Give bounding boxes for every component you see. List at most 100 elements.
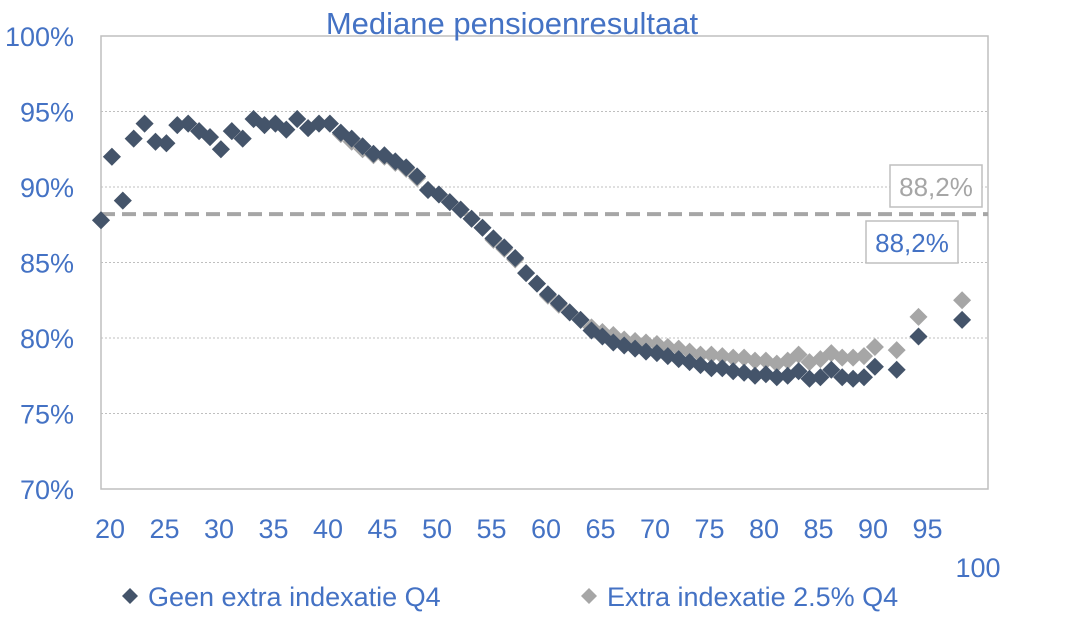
point-geen-extra-indexatie <box>168 116 187 135</box>
chart-title: Mediane pensioenresultaat <box>326 6 699 41</box>
point-geen-extra-indexatie <box>811 368 830 387</box>
x-tick-label: 95 <box>912 514 942 544</box>
point-geen-extra-indexatie <box>201 128 219 147</box>
point-geen-extra-indexatie <box>92 211 110 230</box>
point-geen-extra-indexatie <box>528 274 546 293</box>
point-geen-extra-indexatie <box>310 114 328 133</box>
point-geen-extra-indexatie <box>408 167 427 186</box>
y-tick-label: 100% <box>5 22 74 52</box>
plot-area <box>100 35 989 490</box>
legend-label: Extra indexatie 2.5% Q4 <box>607 582 898 612</box>
point-geen-extra-indexatie <box>789 362 808 381</box>
point-geen-extra-indexatie <box>495 238 514 257</box>
annotation-label: 88,2% <box>899 172 973 202</box>
point-geen-extra-indexatie <box>484 229 503 248</box>
legend: Geen extra indexatie Q4 Extra indexatie 2… <box>122 582 898 612</box>
point-geen-extra-indexatie <box>429 185 448 204</box>
x-tick-label: 20 <box>95 514 125 544</box>
point-geen-extra-indexatie <box>571 310 590 329</box>
legend-label: Geen extra indexatie Q4 <box>148 582 441 612</box>
point-geen-extra-indexatie <box>233 129 252 148</box>
point-geen-extra-indexatie <box>320 114 339 133</box>
x-tick-label: 50 <box>422 514 452 544</box>
point-geen-extra-indexatie <box>887 360 906 379</box>
x-tick-label: 75 <box>694 514 724 544</box>
x-tick-label: 40 <box>313 514 343 544</box>
point-extra-indexatie <box>691 345 710 364</box>
point-geen-extra-indexatie <box>637 342 655 361</box>
legend-marker-extra-indexatie <box>581 588 597 604</box>
point-extra-indexatie <box>789 345 808 364</box>
point-geen-extra-indexatie <box>124 129 143 148</box>
point-geen-extra-indexatie <box>440 193 459 212</box>
x-tick-label: 30 <box>204 514 234 544</box>
point-geen-extra-indexatie <box>953 310 972 329</box>
point-geen-extra-indexatie <box>538 285 557 304</box>
y-tick-label: 80% <box>20 324 74 354</box>
y-tick-label: 95% <box>20 98 74 128</box>
point-geen-extra-indexatie <box>767 368 786 387</box>
point-geen-extra-indexatie <box>560 303 579 322</box>
point-extra-indexatie <box>713 347 732 366</box>
annotation-box <box>865 220 959 264</box>
point-geen-extra-indexatie <box>288 110 307 129</box>
point-geen-extra-indexatie <box>822 360 841 379</box>
x-tick-label: 25 <box>149 514 179 544</box>
y-tick-label: 85% <box>20 249 74 279</box>
point-geen-extra-indexatie <box>746 366 764 385</box>
x-tick-label: 60 <box>531 514 561 544</box>
x-axis: 20 25 30 35 40 45 50 55 60 65 70 75 80 85 90 95 100 <box>95 514 1001 583</box>
legend-marker-geen-extra-indexatie <box>122 588 138 604</box>
point-extra-indexatie <box>724 348 743 367</box>
x-tick-label: 85 <box>803 514 833 544</box>
point-geen-extra-indexatie <box>135 114 154 133</box>
x-tick-label: 65 <box>585 514 615 544</box>
point-geen-extra-indexatie <box>844 369 863 388</box>
point-geen-extra-indexatie <box>102 147 121 166</box>
point-geen-extra-indexatie <box>277 120 296 139</box>
point-geen-extra-indexatie <box>800 369 819 388</box>
point-geen-extra-indexatie <box>549 294 568 313</box>
point-geen-extra-indexatie <box>222 122 241 141</box>
y-tick-label: 75% <box>20 400 74 430</box>
point-geen-extra-indexatie <box>397 158 416 177</box>
point-geen-extra-indexatie <box>506 248 525 267</box>
point-geen-extra-indexatie <box>451 200 470 219</box>
y-axis: 70% 75% 80% 85% 90% 95% 100% <box>5 22 74 505</box>
point-extra-indexatie <box>833 348 852 367</box>
annotations: 88,2% 88,2% <box>865 164 983 264</box>
point-extra-indexatie <box>865 338 884 357</box>
point-geen-extra-indexatie <box>146 132 165 151</box>
annotation-box <box>889 164 983 208</box>
x-tick-label: 35 <box>258 514 288 544</box>
y-tick-label: 90% <box>20 173 74 203</box>
point-extra-indexatie <box>746 351 764 370</box>
point-geen-extra-indexatie <box>702 359 721 378</box>
point-geen-extra-indexatie <box>517 264 536 283</box>
x-tick-label: 90 <box>858 514 888 544</box>
point-geen-extra-indexatie <box>157 134 176 153</box>
point-geen-extra-indexatie <box>855 368 873 387</box>
point-extra-indexatie <box>844 348 863 367</box>
point-geen-extra-indexatie <box>833 368 852 387</box>
point-extra-indexatie <box>909 307 928 326</box>
point-geen-extra-indexatie <box>473 218 492 237</box>
point-geen-extra-indexatie <box>909 327 928 346</box>
annotation-label: 88,2% <box>875 228 949 258</box>
point-extra-indexatie <box>702 345 721 364</box>
x-tick-label: 45 <box>367 514 397 544</box>
point-geen-extra-indexatie <box>724 362 743 381</box>
x-tick-label: 100 <box>955 553 1000 583</box>
point-geen-extra-indexatie <box>865 357 884 376</box>
point-geen-extra-indexatie <box>364 144 383 163</box>
x-tick-label: 55 <box>476 514 506 544</box>
point-geen-extra-indexatie <box>342 129 361 148</box>
point-geen-extra-indexatie <box>113 191 132 210</box>
point-geen-extra-indexatie <box>211 140 230 159</box>
point-extra-indexatie <box>855 347 873 366</box>
data-points <box>92 110 972 388</box>
point-geen-extra-indexatie <box>179 114 198 133</box>
y-tick-label: 70% <box>20 475 74 505</box>
point-geen-extra-indexatie <box>462 209 481 228</box>
